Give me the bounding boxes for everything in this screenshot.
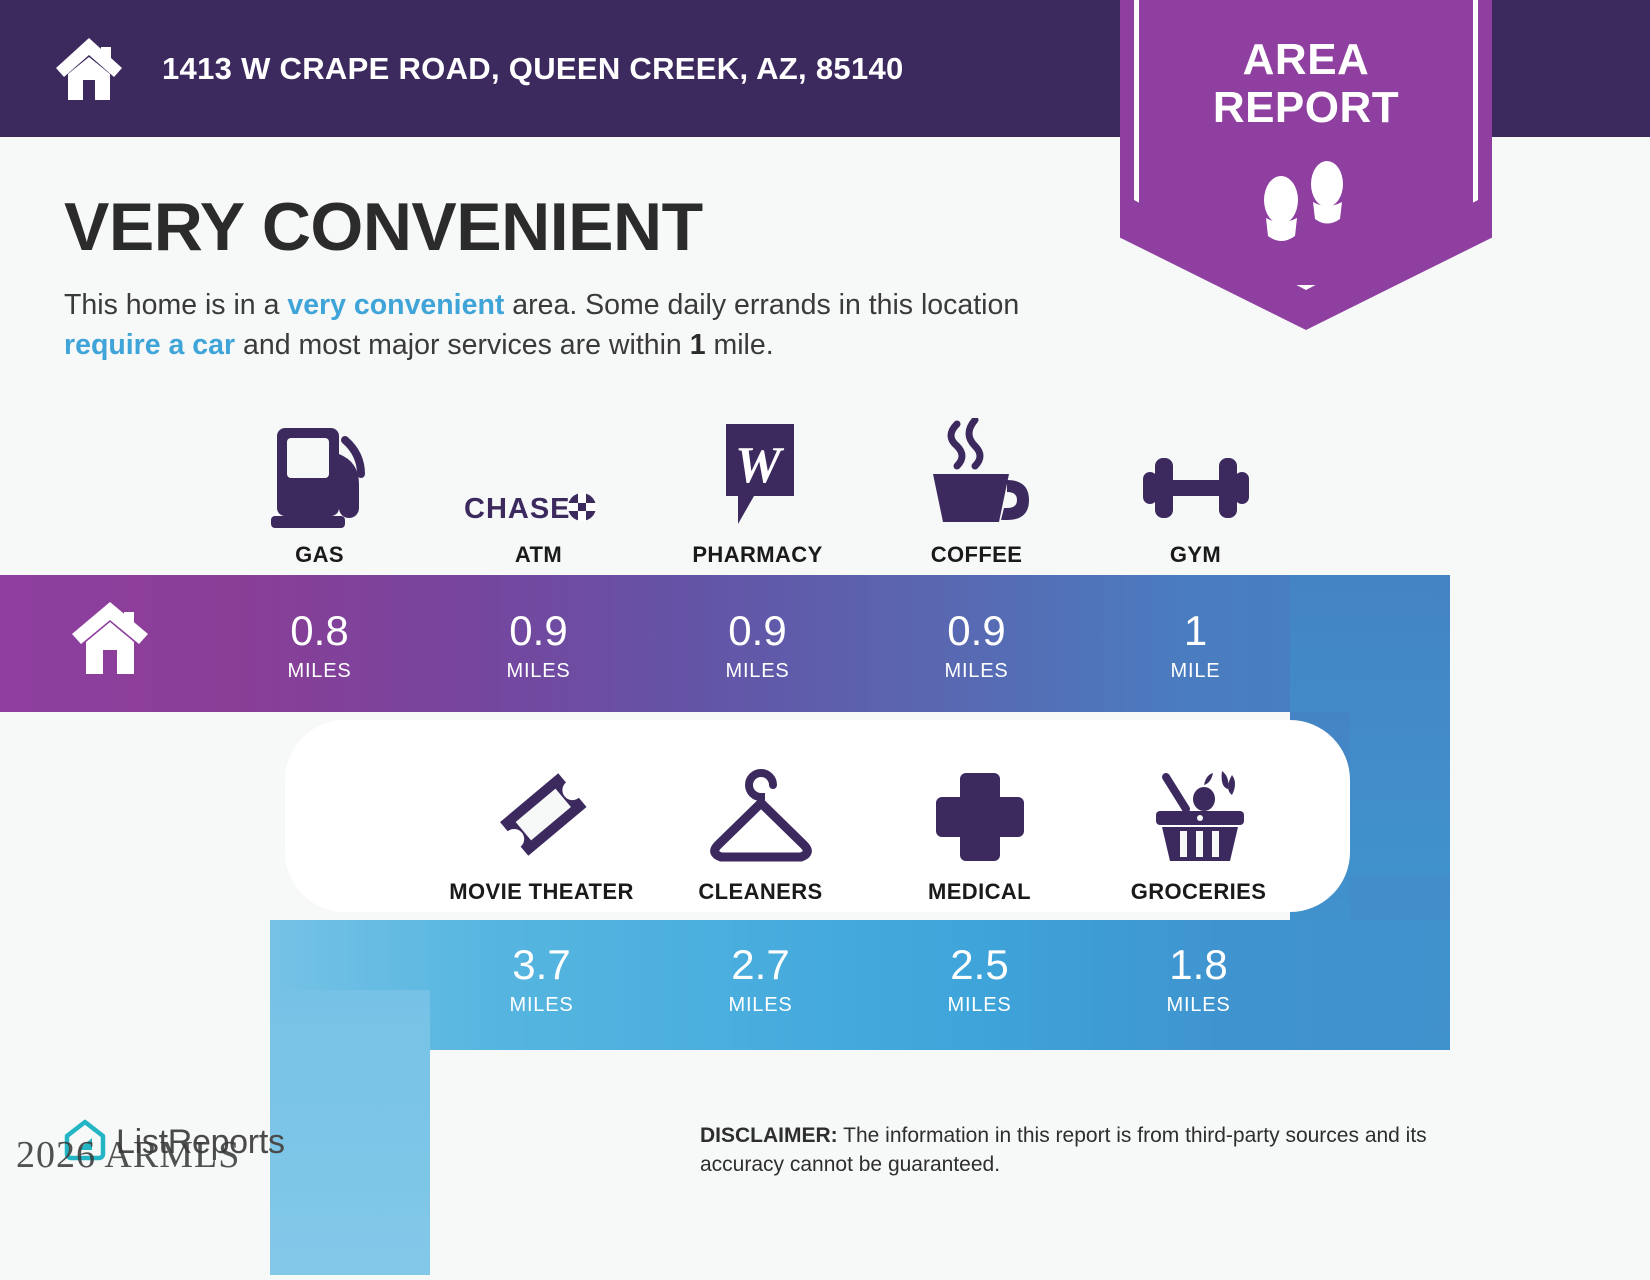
distance-gym: 1 MILE <box>1086 610 1305 683</box>
svg-text:CHASE: CHASE <box>464 493 571 525</box>
distance-gas: 0.8 MILES <box>210 610 429 683</box>
row2-icon-group: MOVIE THEATER CLEANERS MEDICAL <box>432 755 1308 905</box>
category-atm: CHASE ATM <box>429 418 648 568</box>
category-label: ATM <box>514 542 563 567</box>
row1-icon-group: GAS CHASE ATM W PHARMACY <box>210 418 1305 568</box>
svg-text:W: W <box>734 437 784 494</box>
category-pharmacy: W PHARMACY <box>648 418 867 568</box>
distance-value: 0.9 <box>947 607 1006 654</box>
distance-unit: MILES <box>728 994 793 1016</box>
category-groceries: GROCERIES <box>1089 755 1308 905</box>
summary-text-4: mile. <box>705 329 774 362</box>
movie-ticket-icon <box>432 755 651 865</box>
distance-coffee: 0.9 MILES <box>867 610 1086 683</box>
category-cleaners: CLEANERS <box>651 755 870 905</box>
grocery-basket-icon <box>1089 755 1308 865</box>
distance-unit: MILES <box>509 994 574 1016</box>
summary-highlight-1: very convenient <box>287 289 505 321</box>
distance-unit: MILES <box>947 994 1012 1016</box>
home-icon <box>52 34 126 104</box>
distance-value: 0.9 <box>728 607 787 654</box>
distance-value: 3.7 <box>512 941 571 988</box>
distance-value: 2.5 <box>950 941 1009 988</box>
distance-unit: MILES <box>944 660 1009 682</box>
home-marker-icon <box>70 600 150 681</box>
distance-value: 1 <box>1183 607 1208 654</box>
listreports-logo: ListReports <box>62 1118 285 1167</box>
distance-value: 0.8 <box>290 607 349 654</box>
summary-text-2: area. Some daily errands in this locatio… <box>504 289 1020 321</box>
distance-unit: MILES <box>506 660 571 682</box>
row1-value-group: 0.8 MILES 0.9 MILES 0.9 MILES 0.9 MILES … <box>210 610 1305 683</box>
distance-atm: 0.9 MILES <box>429 610 648 683</box>
badge-line-1: AREA <box>1242 35 1370 84</box>
badge-line-2: REPORT <box>1212 82 1400 132</box>
category-label: PHARMACY <box>692 542 823 567</box>
summary-description: This home is in a very convenient area. … <box>64 285 1099 366</box>
category-label: CLEANERS <box>698 879 823 904</box>
medical-cross-icon <box>870 755 1089 865</box>
summary-highlight-3: 1 <box>689 329 706 362</box>
category-label: MEDICAL <box>927 879 1031 904</box>
badge-border <box>1134 0 1478 290</box>
mls-watermark: 2026 ARMLS <box>16 1134 241 1176</box>
badge-title: AREA REPORT <box>1120 36 1492 131</box>
distance-groceries: 1.8 MILES <box>1089 944 1308 1017</box>
row2-value-group: 3.7 MILES 2.7 MILES 2.5 MILES 1.8 MILES <box>432 944 1308 1017</box>
summary-text-3: and most major services are within <box>235 329 690 362</box>
category-coffee: COFFEE <box>867 418 1086 568</box>
page-title: VERY CONVENIENT <box>64 189 703 265</box>
distance-unit: MILES <box>1166 994 1231 1016</box>
category-label: COFFEE <box>930 542 1023 567</box>
distance-medical: 2.5 MILES <box>870 944 1089 1017</box>
distance-value: 1.8 <box>1169 941 1228 988</box>
distance-ribbon <box>0 575 1650 1275</box>
category-gas: GAS <box>210 418 429 568</box>
distance-unit: MILES <box>287 660 352 682</box>
distance-cleaners: 2.7 MILES <box>651 944 870 1017</box>
category-gym: GYM <box>1086 418 1305 568</box>
distance-unit: MILE <box>1170 660 1221 682</box>
category-movie-theater: MOVIE THEATER <box>432 755 651 905</box>
listreports-wordmark: ListReports <box>116 1123 285 1161</box>
gas-pump-icon <box>210 418 429 528</box>
category-label: GAS <box>295 542 344 567</box>
summary-highlight-2: require a car <box>64 329 236 362</box>
distance-value: 0.9 <box>509 607 568 654</box>
category-medical: MEDICAL <box>870 755 1089 905</box>
summary-text-1: This home is in a <box>64 289 288 321</box>
clothes-hanger-icon <box>651 755 870 865</box>
footprints-icon <box>1259 160 1353 257</box>
chase-logo-icon: CHASE <box>429 418 648 528</box>
category-label: MOVIE THEATER <box>449 879 634 904</box>
distance-value: 2.7 <box>731 941 790 988</box>
category-label: GROCERIES <box>1130 879 1267 904</box>
walgreens-w-icon: W <box>648 418 867 528</box>
property-address: 1413 W CRAPE ROAD, QUEEN CREEK, AZ, 8514… <box>162 50 904 86</box>
distance-pharmacy: 0.9 MILES <box>648 610 867 683</box>
category-label: GYM <box>1169 542 1222 567</box>
disclaimer-label: DISCLAIMER: <box>700 1124 838 1147</box>
dumbbell-icon <box>1086 418 1305 528</box>
distance-unit: MILES <box>725 660 790 682</box>
coffee-cup-icon <box>867 418 1086 528</box>
listreports-house-icon <box>62 1118 108 1167</box>
distance-movie-theater: 3.7 MILES <box>432 944 651 1017</box>
area-report-badge: AREA REPORT <box>1120 0 1492 330</box>
disclaimer: DISCLAIMER: The information in this repo… <box>700 1122 1510 1180</box>
disclaimer-text: The information in this report is from t… <box>700 1124 1427 1176</box>
